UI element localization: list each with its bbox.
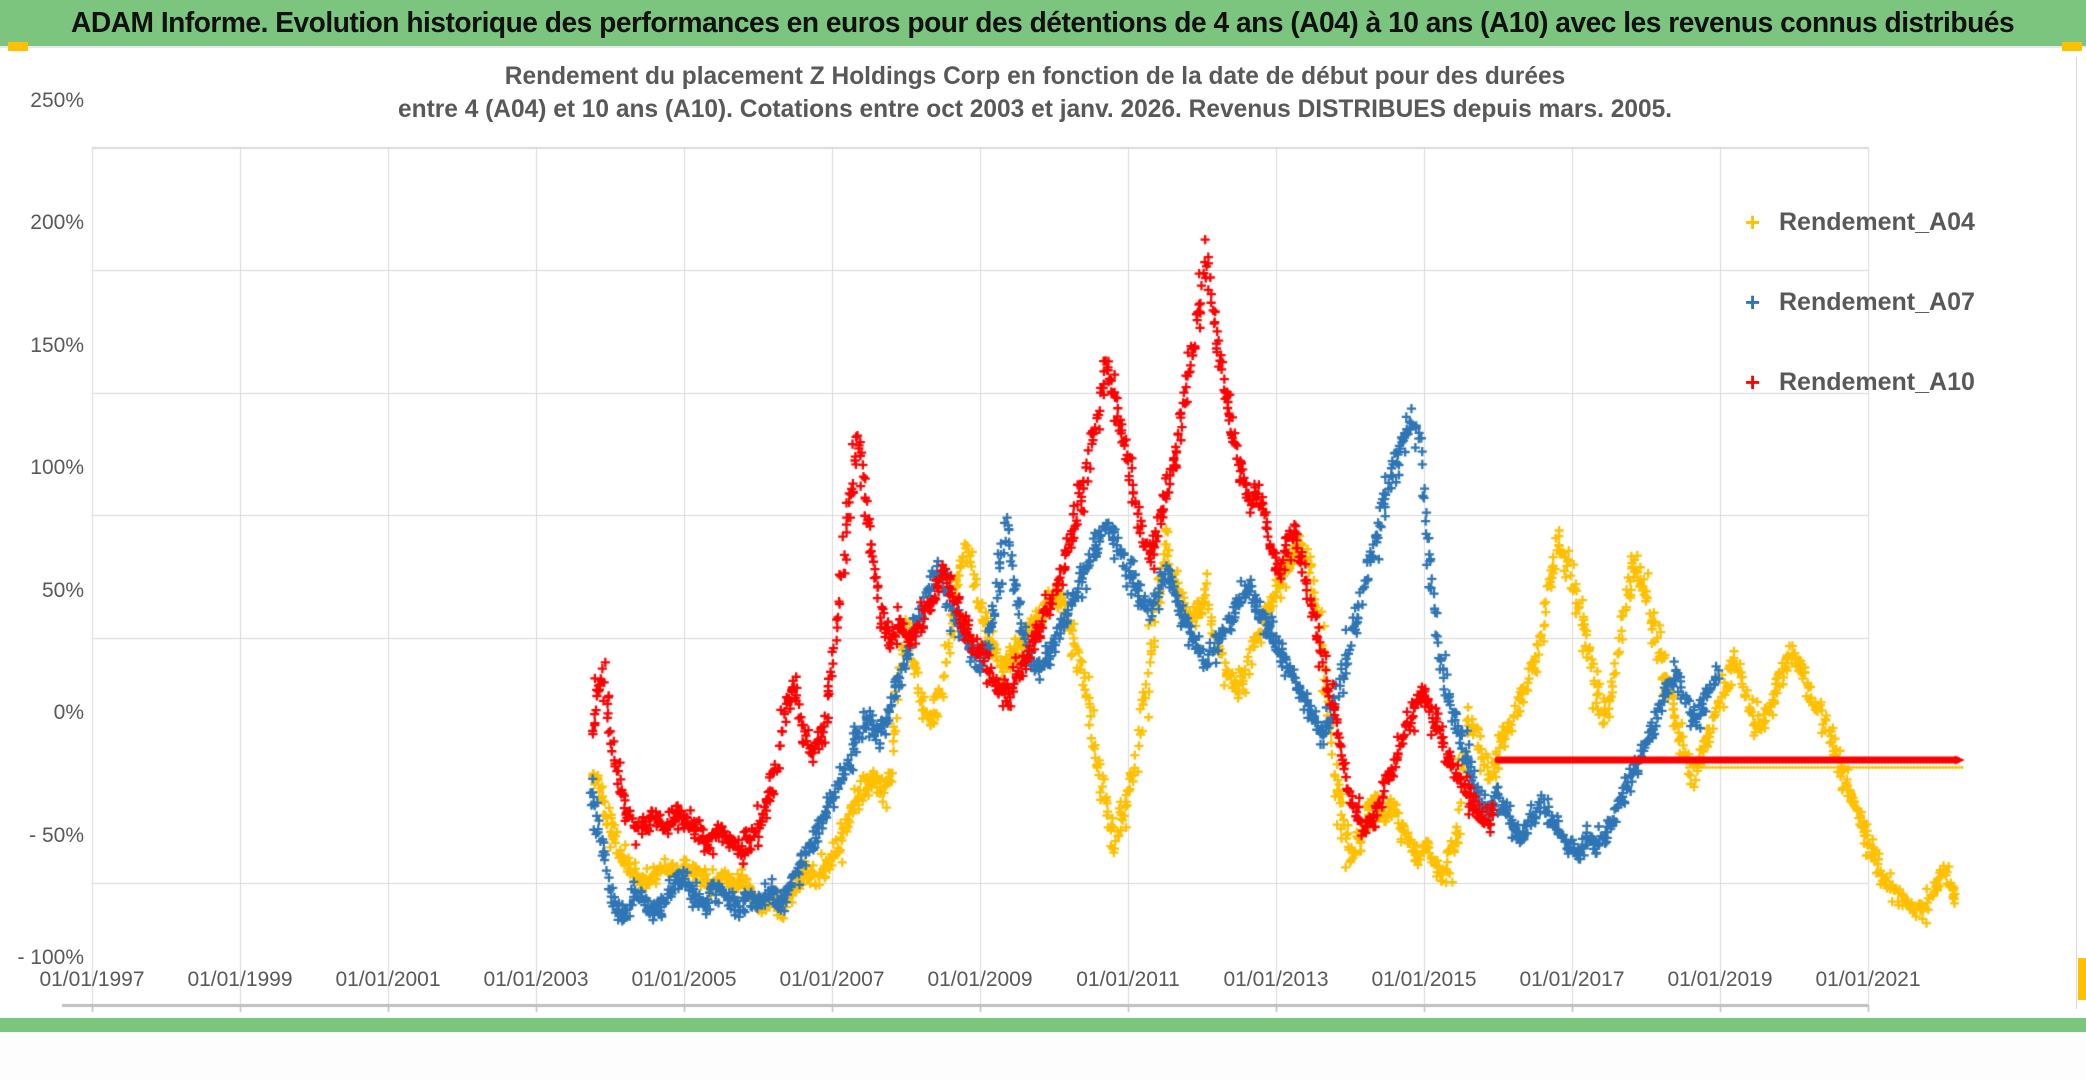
legend-item-rendement_a10[interactable]: + Rendement_A10 (1745, 356, 2045, 408)
legend-label: Rendement_A04 (1779, 207, 1975, 236)
plus-marker-icon: + (1745, 206, 1761, 237)
plus-marker-icon: + (1745, 366, 1761, 397)
x-tick-label: 01/01/2003 (483, 968, 589, 991)
y-tick-label: - 50% (29, 823, 84, 847)
chart-object-border (2076, 57, 2077, 1009)
chart-legend: + Rendement_A04 + Rendement_A07 + Rendement_A… (1745, 196, 2045, 436)
y-tick-label: 0% (53, 701, 84, 724)
legend-label: Rendement_A10 (1779, 367, 1975, 396)
selection-handle-right[interactable] (2078, 958, 2086, 1000)
legend-label: Rendement_A07 (1779, 287, 1975, 316)
x-tick-label: 01/01/2009 (927, 968, 1033, 991)
y-tick-label: - 100% (17, 946, 84, 969)
x-tick-label: 01/01/2017 (1519, 968, 1625, 991)
footer-bar (0, 1018, 2086, 1032)
x-tick-label: 01/01/2021 (1815, 968, 1921, 991)
x-tick-label: 01/01/2001 (335, 968, 441, 991)
y-tick-label: 200% (30, 211, 84, 234)
legend-item-rendement_a04[interactable]: + Rendement_A04 (1745, 196, 2045, 248)
legend-item-rendement_a07[interactable]: + Rendement_A07 (1745, 276, 2045, 328)
y-tick-label: 50% (41, 578, 84, 602)
selection-handle-top-left[interactable] (8, 42, 28, 51)
report-title: ADAM Informe. Evolution historique des p… (71, 6, 2015, 39)
plus-marker-icon: + (1745, 286, 1761, 317)
scatter-plot-canvas[interactable] (0, 48, 2086, 1080)
report-header: ADAM Informe. Evolution historique des p… (0, 0, 2086, 48)
chart-title: Rendement du placement Z Holdings Corp e… (315, 60, 1756, 126)
y-tick-label: 150% (30, 333, 84, 357)
x-tick-label: 01/01/2011 (1076, 968, 1180, 991)
y-tick-label: 100% (30, 456, 84, 479)
x-tick-label: 01/01/1999 (187, 968, 293, 991)
chart-title-line2: entre 4 (A04) et 10 ans (A10). Cotations… (397, 95, 1673, 123)
x-tick-label: 01/01/1997 (39, 968, 145, 991)
chart-area[interactable] (0, 48, 2086, 1080)
x-tick-label: 01/01/2007 (779, 968, 885, 991)
x-tick-label: 01/01/2005 (631, 968, 737, 991)
x-tick-label: 01/01/2013 (1223, 968, 1329, 991)
x-tick-label: 01/01/2019 (1667, 968, 1773, 991)
x-tick-label: 01/01/2015 (1371, 968, 1477, 991)
chart-title-line1: Rendement du placement Z Holdings Corp e… (504, 62, 1566, 90)
selection-handle-top-right[interactable] (2062, 42, 2082, 51)
y-tick-label: 250% (30, 88, 84, 112)
